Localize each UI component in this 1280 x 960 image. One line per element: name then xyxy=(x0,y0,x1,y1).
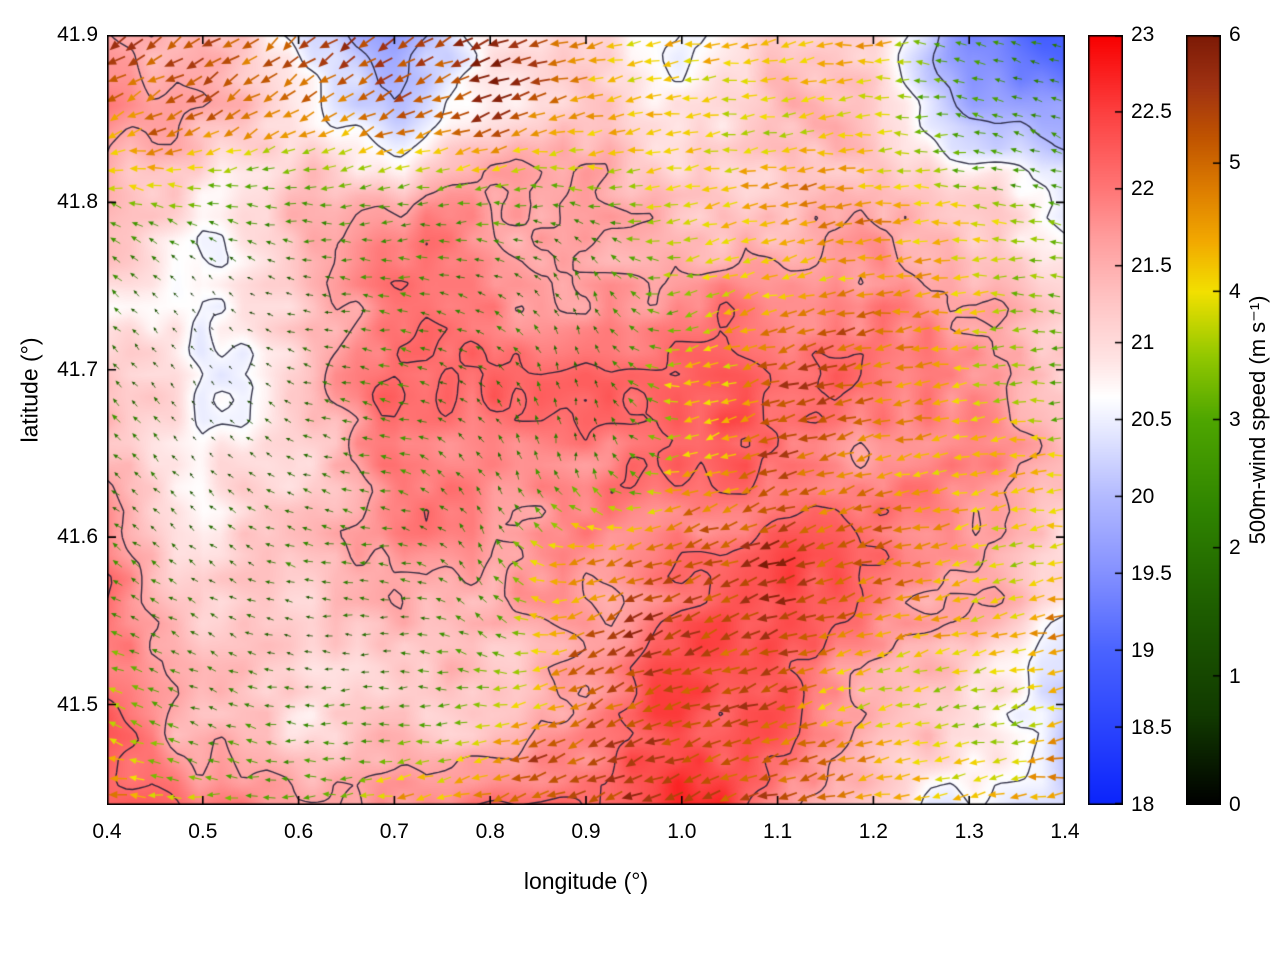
temperature-colorbar-tick-label: 20 xyxy=(1131,485,1155,508)
wind-colorbar-tick-label: 3 xyxy=(1229,408,1241,431)
y-tick-label: 41.9 xyxy=(57,23,98,46)
wind-colorbar-tick-label: 0 xyxy=(1229,793,1241,816)
y-tick-label: 41.8 xyxy=(57,190,98,214)
x-tick-label: 0.4 xyxy=(92,820,122,843)
x-tick-label: 1.1 xyxy=(762,820,793,843)
wind-colorbar-tick-label: 5 xyxy=(1229,151,1241,175)
temperature-colorbar-tick-label: 22 xyxy=(1131,177,1155,200)
temperature-colorbar-tick-label: 20.5 xyxy=(1131,408,1172,431)
temperature-colorbar-tick-label: 18 xyxy=(1131,793,1155,816)
temperature-colorbar-tick-label: 19.5 xyxy=(1131,562,1172,585)
x-tick-label: 0.7 xyxy=(379,820,409,843)
y-tick-label: 41.5 xyxy=(57,692,98,716)
x-tick-label: 1.4 xyxy=(1050,820,1080,843)
x-tick-label: 1.0 xyxy=(667,820,697,843)
y-tick-label: 41.6 xyxy=(57,525,98,549)
x-tick-label: 1.2 xyxy=(858,820,888,843)
wind-colorbar-tick-label: 1 xyxy=(1229,664,1241,688)
wind-colorbar xyxy=(1186,35,1221,805)
temperature-colorbar-tick-label: 23 xyxy=(1131,23,1155,46)
x-axis-label: longitude (°) xyxy=(523,868,649,894)
wind-colorbar-tick-label: 2 xyxy=(1229,536,1241,560)
temperature-colorbar-tick-label: 18.5 xyxy=(1131,716,1172,739)
wind-colorbar-label: 500m-wind speed (m s⁻¹) xyxy=(1245,295,1270,545)
x-tick-label: 1.3 xyxy=(954,820,984,843)
x-tick-label: 0.9 xyxy=(571,820,601,843)
x-tick-label: 0.5 xyxy=(188,820,218,843)
y-tick-label: 41.7 xyxy=(57,357,98,381)
temperature-colorbar-tick-label: 21 xyxy=(1131,331,1155,354)
temperature-colorbar xyxy=(1088,35,1123,805)
map-canvas xyxy=(107,35,1065,805)
temperature-colorbar-tick-label: 22.5 xyxy=(1131,100,1172,123)
temperature-colorbar-tick-label: 19 xyxy=(1131,639,1155,662)
x-tick-label: 0.8 xyxy=(475,820,505,843)
temperature-colorbar-tick-label: 21.5 xyxy=(1131,254,1172,277)
y-axis-label: latitude (°) xyxy=(16,337,43,443)
wind-colorbar-tick-label: 6 xyxy=(1229,23,1241,46)
x-tick-label: 0.6 xyxy=(283,820,314,843)
wind-colorbar-tick-label: 4 xyxy=(1229,279,1241,303)
